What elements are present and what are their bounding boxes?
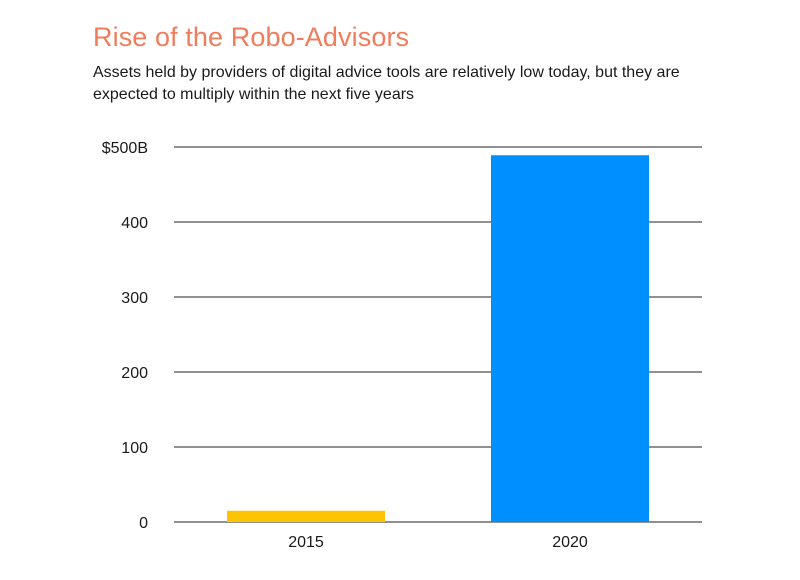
bars: [227, 155, 649, 522]
x-axis-tick-labels: 2015 2020: [288, 534, 588, 551]
bar-2015: [227, 510, 385, 522]
y-tick-label-100: 100: [121, 440, 148, 457]
y-tick-label-0: 0: [139, 515, 148, 532]
x-tick-label-2020: 2020: [552, 534, 588, 551]
y-tick-label-300: 300: [121, 290, 148, 307]
chart-title: Rise of the Robo-Advisors: [93, 22, 410, 52]
y-axis-tick-labels: 0 100 200 300 400 $500B: [102, 140, 148, 532]
chart-subtitle: Assets held by providers of digital advi…: [93, 64, 680, 103]
bar-2020: [491, 155, 649, 522]
y-tick-label-500: $500B: [102, 140, 148, 157]
x-tick-label-2015: 2015: [288, 534, 324, 551]
y-tick-label-400: 400: [121, 215, 148, 232]
y-tick-label-200: 200: [121, 365, 148, 382]
